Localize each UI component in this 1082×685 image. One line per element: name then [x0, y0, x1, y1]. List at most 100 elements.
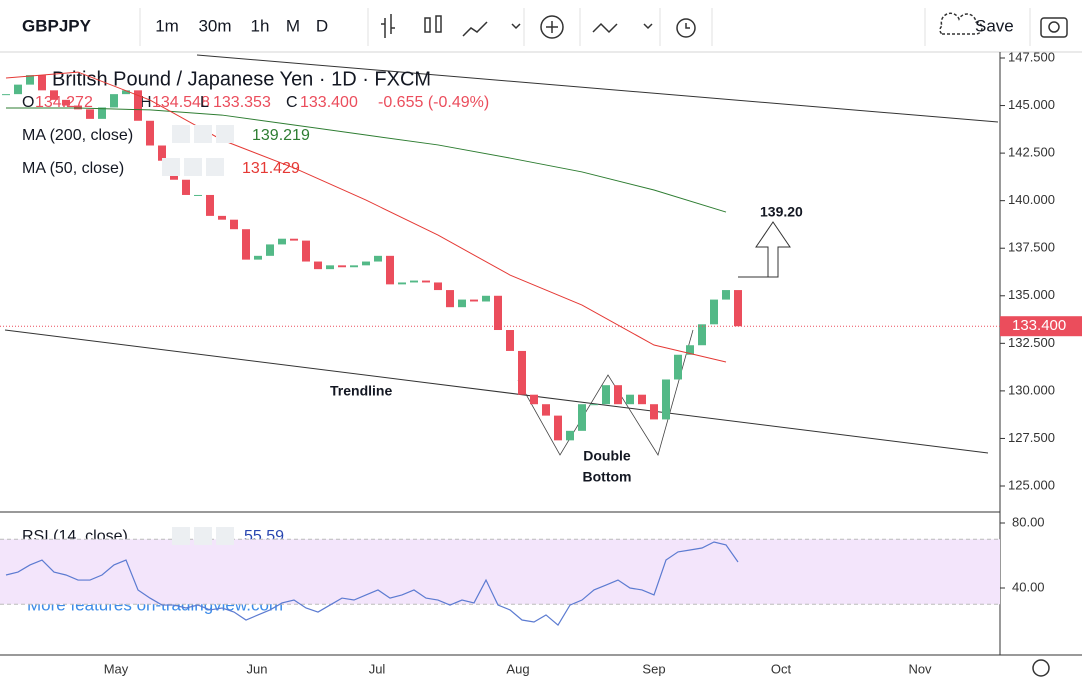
y-tick-label: 125.000 [1008, 477, 1055, 492]
legend-button[interactable] [194, 527, 212, 545]
x-tick-label: Oct [771, 661, 792, 676]
candle [614, 385, 622, 405]
y-tick-label: 127.500 [1008, 430, 1055, 445]
ma50-name: MA (50, close) [22, 160, 124, 177]
lower-trendline [4, 329, 989, 454]
x-tick-label: May [104, 661, 129, 676]
y-tick-label: 140.000 [1008, 192, 1055, 207]
y-tick-label: 135.000 [1008, 287, 1055, 302]
symbol[interactable]: GBPJPY [22, 16, 92, 35]
legend-button[interactable] [194, 125, 212, 143]
x-tick-label: Nov [908, 661, 932, 676]
legend-button[interactable] [216, 527, 234, 545]
legend-button[interactable] [162, 158, 180, 176]
y-tick-label: 147.500 [1008, 49, 1055, 64]
candle [410, 280, 418, 283]
legend-button[interactable] [172, 527, 190, 545]
y-tick-label: 145.000 [1008, 97, 1055, 112]
candle [338, 265, 346, 268]
candle [518, 350, 526, 395]
x-tick-label: Jul [369, 661, 386, 676]
candle [554, 415, 562, 441]
candle [722, 290, 730, 300]
ohlc-label: C [286, 94, 298, 111]
legend-button[interactable] [216, 125, 234, 143]
y-tick-label: 132.500 [1008, 335, 1055, 350]
ma50-line [5, 71, 727, 363]
candle [458, 299, 466, 308]
ma200-value: 139.219 [252, 127, 310, 144]
candle [182, 179, 190, 195]
candle [266, 244, 274, 256]
interval[interactable]: D [316, 16, 328, 35]
last-price-box [1000, 316, 1082, 337]
candle [542, 404, 550, 416]
candle [350, 265, 358, 268]
candle [146, 120, 154, 146]
candle [590, 404, 598, 406]
interval[interactable]: 1m [155, 16, 179, 35]
interval[interactable]: M [286, 16, 300, 35]
candle [566, 430, 574, 441]
candle [242, 229, 250, 260]
ohlc-value: 134.548 [152, 94, 210, 111]
candle [362, 261, 370, 266]
settings-icon[interactable] [1032, 659, 1050, 677]
y-tick-label: 130.000 [1008, 382, 1055, 397]
candle [698, 324, 706, 346]
ma50-value: 131.429 [242, 160, 300, 177]
candle [674, 354, 682, 380]
target-label: 139.20 [760, 204, 803, 220]
interval[interactable]: 30m [198, 16, 231, 35]
last-price-label: 133.400 [1012, 317, 1066, 334]
candle [50, 90, 58, 100]
candle [290, 238, 298, 241]
candle [134, 90, 142, 121]
candle [314, 261, 322, 270]
legend-button[interactable] [206, 158, 224, 176]
toolbar-icons[interactable] [381, 12, 1068, 39]
candle [638, 394, 646, 405]
trendline-label: Trendline [330, 383, 392, 399]
y-tick-label: 40.00 [1012, 579, 1045, 594]
interval[interactable]: 1h [251, 16, 270, 35]
rsi-line [5, 541, 739, 626]
candle [14, 84, 22, 95]
candle [158, 145, 166, 161]
candle [194, 194, 202, 196]
candle [482, 295, 490, 302]
candle [386, 255, 394, 285]
candle [686, 345, 694, 355]
x-tick-label: Jun [247, 661, 268, 676]
candle [62, 99, 70, 106]
candle [98, 107, 106, 119]
candle [38, 75, 46, 91]
legend-title: British Pound / Japanese Yen · 1D · FXCM [52, 68, 431, 90]
candle [494, 295, 502, 331]
candle [626, 394, 634, 405]
target-arrow [738, 221, 791, 278]
y-tick-label: 142.500 [1008, 145, 1055, 160]
ohlc-label: L [200, 94, 209, 111]
legend-button[interactable] [184, 158, 202, 176]
candle [110, 94, 118, 108]
y-tick-label: 80.00 [1012, 514, 1045, 529]
candle [74, 105, 82, 110]
x-tick-label: Aug [506, 661, 529, 676]
ohlc-label: H [140, 94, 152, 111]
candle [302, 240, 310, 262]
candle [398, 282, 406, 285]
candle [650, 404, 658, 420]
ma200-name: MA (200, close) [22, 127, 133, 144]
rsi-band [0, 539, 1000, 605]
candle [506, 330, 514, 351]
candle [278, 238, 286, 245]
legend-button[interactable] [172, 125, 190, 143]
ma200-line [6, 107, 727, 213]
ohlc-value: 133.400 [300, 94, 358, 111]
x-tick-label: Sep [642, 661, 665, 676]
save-button[interactable]: Save [975, 16, 1014, 35]
candle [434, 282, 442, 291]
pattern-label: Bottom [583, 469, 632, 485]
candle [734, 290, 742, 327]
